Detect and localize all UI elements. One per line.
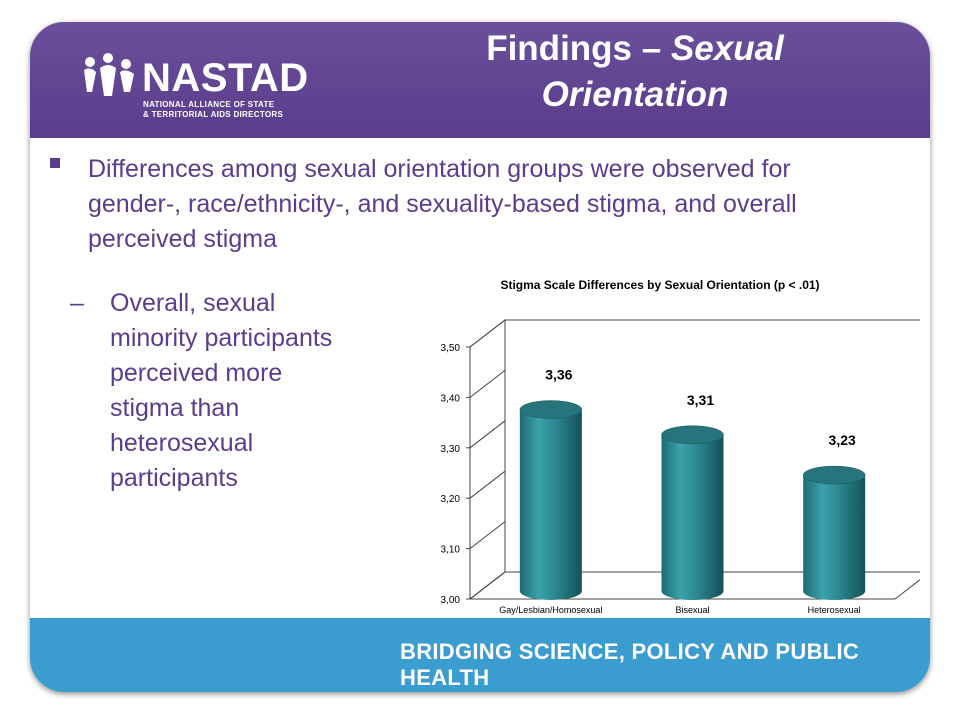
main-bullet-text: Differences among sexual orientation gro…: [88, 155, 797, 253]
chart-title: Stigma Scale Differences by Sexual Orien…: [500, 278, 820, 292]
y-tick-label: 3,00: [441, 595, 461, 606]
logo-tagline-line2: & TERRITORIAL AIDS DIRECTORS: [143, 110, 284, 119]
title-italic-1: Sexual: [670, 29, 784, 68]
data-label: 3,23: [829, 432, 856, 448]
footer-bar: BRIDGING SCIENCE, POLICY AND PUBLIC HEAL…: [30, 618, 930, 692]
slide: NASTAD NATIONAL ALLIANCE OF STATE & TERR…: [30, 22, 930, 692]
square-bullet-icon: [50, 158, 60, 168]
header-bar: NASTAD NATIONAL ALLIANCE OF STATE & TERR…: [30, 22, 930, 138]
chart-back-wall-left: [469, 318, 506, 600]
y-gridline: [469, 571, 506, 600]
y-gridline: [469, 370, 506, 398]
chart-back-wall: [505, 319, 920, 321]
people-figures-icon: [84, 53, 134, 96]
bar-body: [803, 475, 866, 600]
bar-top: [661, 425, 724, 445]
y-gridline: [469, 420, 506, 449]
logo-name: NASTAD: [142, 56, 309, 100]
dash-marker: –: [70, 289, 84, 317]
y-gridline: [469, 521, 506, 549]
y-tick-label: 3,40: [441, 393, 461, 404]
footer-tagline: BRIDGING SCIENCE, POLICY AND PUBLIC HEAL…: [400, 639, 860, 690]
sub-bullet-text: Overall, sexual minority participants pe…: [110, 289, 333, 492]
title-italic-2: Orientation: [541, 75, 729, 114]
y-tick-label: 3,20: [441, 494, 461, 505]
y-tick-label: 3,10: [441, 545, 461, 556]
y-gridline: [469, 319, 506, 348]
y-tick-label: 3,30: [441, 444, 461, 455]
bar-top: [519, 400, 583, 419]
main-bullet: Differences among sexual orientation gro…: [50, 152, 890, 257]
x-tick-label: Bisexual: [675, 605, 709, 615]
sub-bullet: – Overall, sexual minority participants …: [70, 286, 350, 496]
bar-body: [661, 434, 724, 600]
chart: Stigma Scale Differences by Sexual Orien…: [395, 272, 920, 622]
data-label: 3,31: [687, 392, 714, 408]
title-prefix: Findings –: [486, 29, 671, 68]
x-tick-label: Heterosexual: [808, 605, 861, 615]
nastad-logo: NASTAD NATIONAL ALLIANCE OF STATE & TERR…: [80, 53, 320, 136]
chart-plot: 3,00 3,10 3,20 3,30 3,40 3,50 3,36 Gay/Lesbian/…: [441, 318, 920, 615]
data-label: 3,36: [545, 367, 572, 383]
bar-top: [802, 465, 866, 485]
slide-title: Findings – Sexual Orientation: [390, 26, 880, 118]
y-tick-label: 3,50: [441, 343, 461, 354]
y-gridline: [469, 470, 506, 499]
x-tick-label: Gay/Lesbian/Homosexual: [499, 605, 602, 615]
logo-tagline-line1: NATIONAL ALLIANCE OF STATE: [143, 100, 275, 109]
bar-body: [519, 409, 582, 600]
